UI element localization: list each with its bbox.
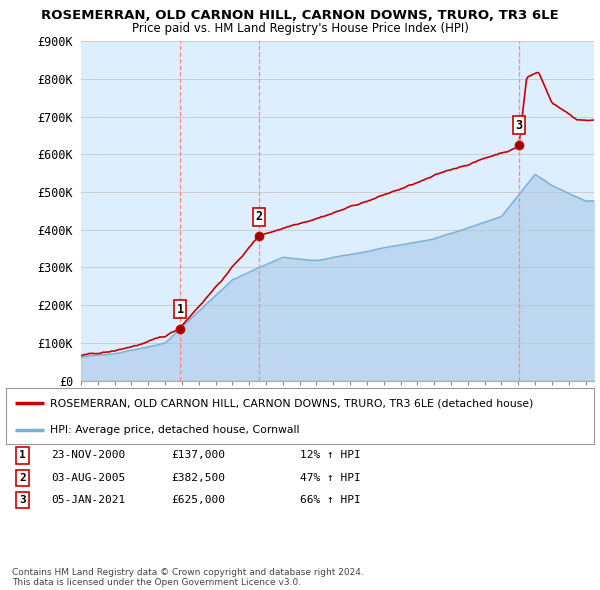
Text: 05-JAN-2021: 05-JAN-2021 xyxy=(51,496,125,505)
Text: 1: 1 xyxy=(19,451,26,460)
Text: £137,000: £137,000 xyxy=(171,451,225,460)
Text: Contains HM Land Registry data © Crown copyright and database right 2024.
This d: Contains HM Land Registry data © Crown c… xyxy=(12,568,364,587)
Text: 12% ↑ HPI: 12% ↑ HPI xyxy=(300,451,361,460)
Text: HPI: Average price, detached house, Cornwall: HPI: Average price, detached house, Corn… xyxy=(50,425,299,435)
Text: 47% ↑ HPI: 47% ↑ HPI xyxy=(300,473,361,483)
Text: £625,000: £625,000 xyxy=(171,496,225,505)
Text: ROSEMERRAN, OLD CARNON HILL, CARNON DOWNS, TRURO, TR3 6LE (detached house): ROSEMERRAN, OLD CARNON HILL, CARNON DOWN… xyxy=(50,398,533,408)
Text: 03-AUG-2005: 03-AUG-2005 xyxy=(51,473,125,483)
Text: 3: 3 xyxy=(19,496,26,505)
Text: 66% ↑ HPI: 66% ↑ HPI xyxy=(300,496,361,505)
Text: 23-NOV-2000: 23-NOV-2000 xyxy=(51,451,125,460)
Text: Price paid vs. HM Land Registry's House Price Index (HPI): Price paid vs. HM Land Registry's House … xyxy=(131,22,469,35)
Text: 2: 2 xyxy=(256,210,263,223)
Text: £382,500: £382,500 xyxy=(171,473,225,483)
Text: 3: 3 xyxy=(515,119,522,132)
Text: ROSEMERRAN, OLD CARNON HILL, CARNON DOWNS, TRURO, TR3 6LE: ROSEMERRAN, OLD CARNON HILL, CARNON DOWN… xyxy=(41,9,559,22)
Text: 1: 1 xyxy=(176,303,184,316)
Text: 2: 2 xyxy=(19,473,26,483)
